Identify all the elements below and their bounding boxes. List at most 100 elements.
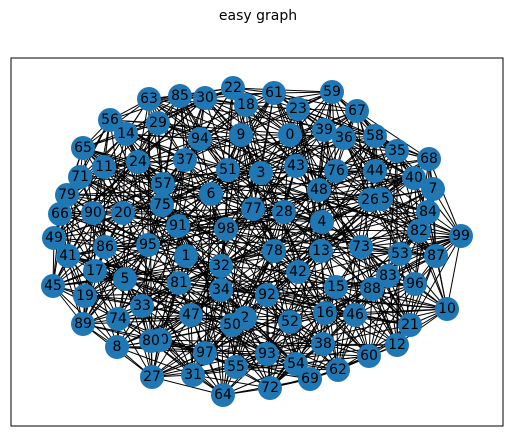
node-28: 28 xyxy=(272,200,296,224)
node-24: 24 xyxy=(126,150,150,174)
node-circle xyxy=(241,197,265,221)
node-label: 48 xyxy=(310,182,328,198)
node-label: 51 xyxy=(219,162,237,178)
node-60: 60 xyxy=(357,344,381,368)
edge-74-86 xyxy=(104,246,119,320)
edge-15-62 xyxy=(335,286,339,371)
node-77: 77 xyxy=(241,197,265,221)
node-label: 24 xyxy=(129,154,147,170)
node-56: 56 xyxy=(98,108,122,132)
node-circle xyxy=(71,312,95,336)
node-79: 79 xyxy=(55,183,79,207)
node-label: 78 xyxy=(265,243,283,259)
node-circle xyxy=(146,111,170,135)
node-circle xyxy=(310,210,334,234)
node-circle xyxy=(272,200,296,224)
node-circle xyxy=(421,177,445,201)
node-0: 0 xyxy=(278,123,302,147)
node-13: 13 xyxy=(309,239,333,263)
node-circle xyxy=(48,202,72,226)
node-circle xyxy=(313,301,337,325)
node-circle xyxy=(166,214,190,238)
edge-18-73 xyxy=(245,104,362,248)
node-circle xyxy=(449,224,473,248)
node-82: 82 xyxy=(407,219,431,243)
node-48: 48 xyxy=(307,178,331,202)
node-label: 28 xyxy=(275,204,293,220)
node-85: 85 xyxy=(168,84,192,108)
node-label: 98 xyxy=(217,221,235,237)
node-65: 65 xyxy=(71,136,95,160)
node-6: 6 xyxy=(199,182,223,206)
edge-19-67 xyxy=(84,110,358,297)
edge-8-17 xyxy=(94,270,118,348)
edge-36-40 xyxy=(343,137,415,179)
node-circle xyxy=(307,178,331,202)
node-label: 17 xyxy=(86,263,104,279)
node-label: 41 xyxy=(59,248,77,264)
node-label: 68 xyxy=(420,151,438,167)
node-label: 71 xyxy=(71,169,89,185)
edge-71-75 xyxy=(79,176,163,206)
edge-48-78 xyxy=(273,189,320,252)
node-81: 81 xyxy=(167,271,191,295)
edge-61-67 xyxy=(273,92,358,112)
node-circle xyxy=(363,159,387,183)
edge-18-59 xyxy=(245,91,333,106)
node-circle xyxy=(83,259,107,283)
node-label: 73 xyxy=(352,239,370,255)
node-label: 5 xyxy=(121,271,130,287)
node-55: 55 xyxy=(224,355,248,379)
node-5: 5 xyxy=(113,267,137,291)
node-label: 88 xyxy=(363,281,381,297)
plot-frame xyxy=(10,57,504,427)
edge-43-98 xyxy=(225,165,297,230)
edge-68-99 xyxy=(428,158,462,237)
node-label: 27 xyxy=(143,369,161,385)
node-label: 52 xyxy=(281,314,299,330)
node-label: 96 xyxy=(406,276,424,292)
node-label: 46 xyxy=(346,307,364,323)
node-circle xyxy=(407,219,431,243)
edge-47-74 xyxy=(117,314,192,320)
node-label: 94 xyxy=(191,131,209,147)
node-78: 78 xyxy=(262,239,286,263)
node-circle xyxy=(98,108,122,132)
node-circle xyxy=(55,183,79,207)
node-label: 69 xyxy=(301,371,319,387)
node-circle xyxy=(209,254,233,278)
node-label: 61 xyxy=(265,85,283,101)
node-label: 38 xyxy=(314,336,332,352)
node-54: 54 xyxy=(284,352,308,376)
edge-9-63 xyxy=(148,98,242,136)
edge-60-83 xyxy=(368,275,389,357)
node-35: 35 xyxy=(385,139,409,163)
node-circle xyxy=(68,165,92,189)
node-16: 16 xyxy=(313,301,337,325)
node-label: 58 xyxy=(366,128,384,144)
node-circle xyxy=(349,235,373,259)
edge-9-77 xyxy=(240,134,254,210)
node-circle xyxy=(92,155,116,179)
node-circle xyxy=(41,274,65,298)
node-label: 63 xyxy=(140,91,158,107)
node-label: 8 xyxy=(113,339,122,355)
node-circle xyxy=(136,233,160,257)
node-circle xyxy=(360,277,384,301)
edge-33-45 xyxy=(52,285,143,307)
node-8: 8 xyxy=(105,335,129,359)
edge-86-99 xyxy=(104,235,462,248)
node-62: 62 xyxy=(326,358,350,382)
node-63: 63 xyxy=(137,87,161,111)
node-circle xyxy=(111,201,135,225)
node-label: 1 xyxy=(182,248,191,264)
node-label: 76 xyxy=(327,163,345,179)
node-59: 59 xyxy=(320,80,344,104)
node-label: 56 xyxy=(101,112,119,128)
edge-62-88 xyxy=(337,288,373,371)
node-circle xyxy=(286,97,310,121)
edge-69-96 xyxy=(309,283,416,380)
node-32: 32 xyxy=(209,254,233,278)
node-52: 52 xyxy=(278,310,302,334)
node-circle xyxy=(56,244,80,268)
